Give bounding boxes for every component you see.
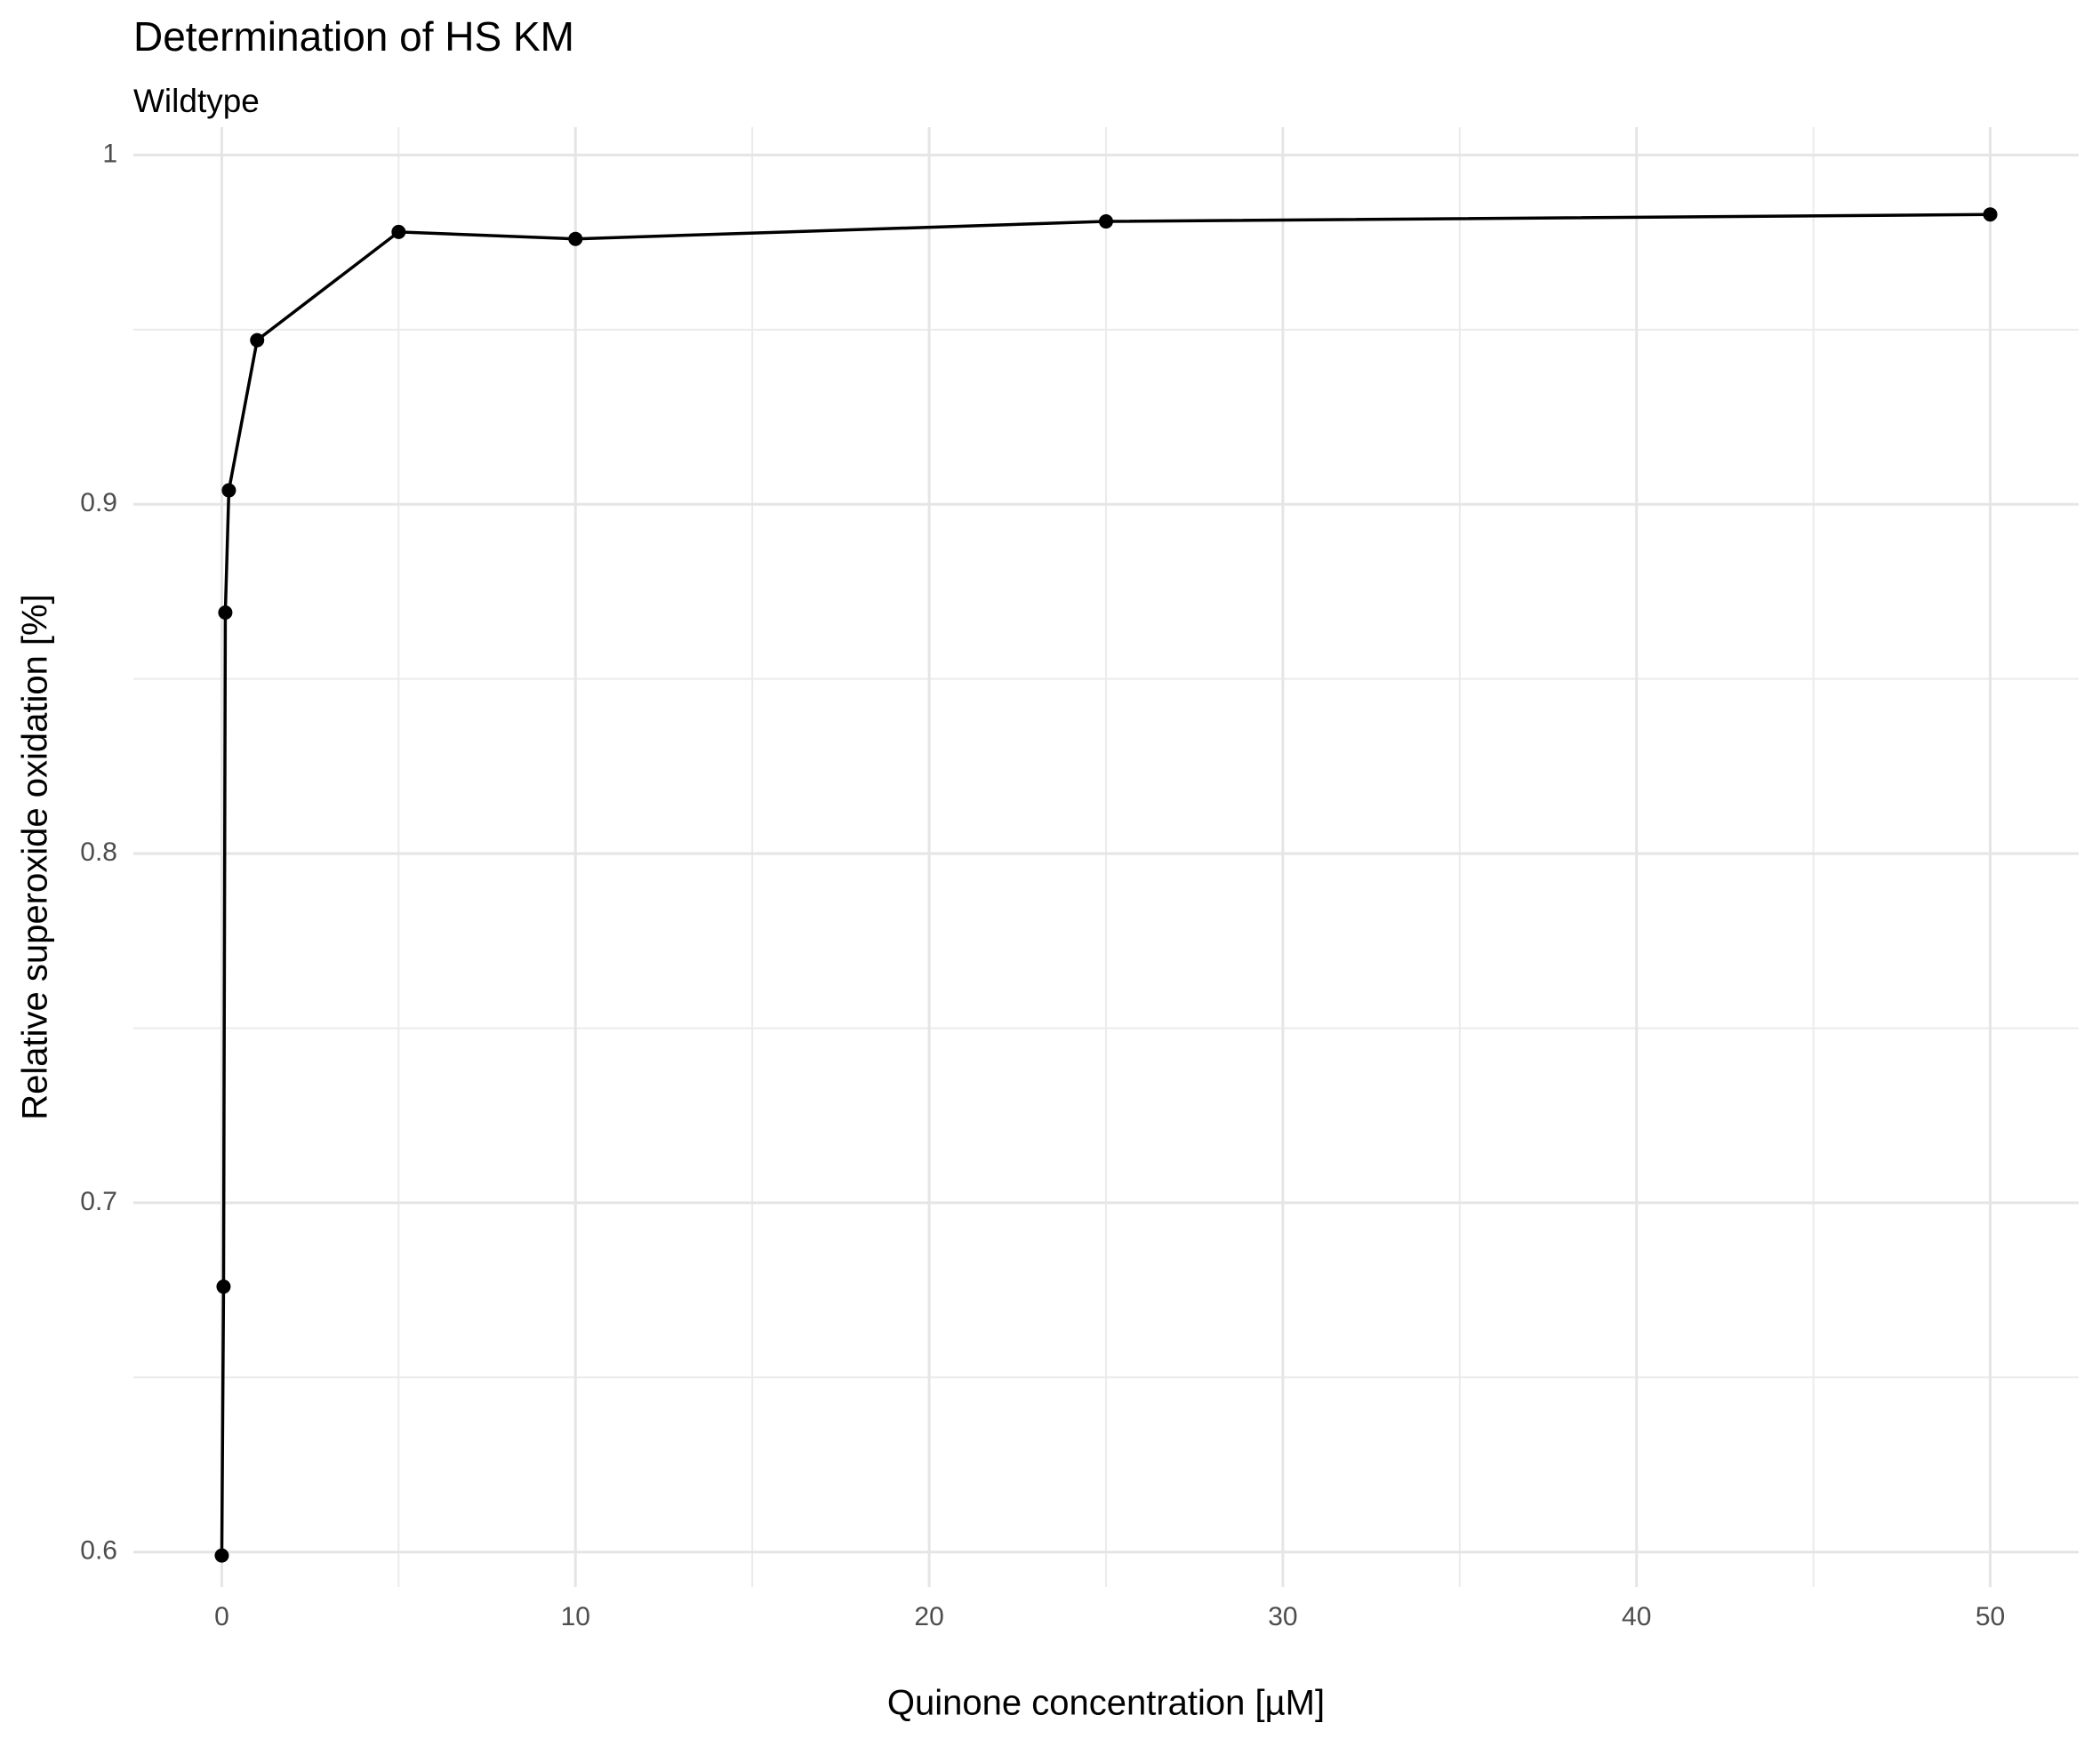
- x-tick-label: 30: [1268, 1602, 1297, 1631]
- x-axis-title: Quinone concentration [µM]: [887, 1684, 1325, 1723]
- chart-title: Determination of HS KM: [133, 13, 574, 60]
- point: [1099, 214, 1113, 229]
- x-tick-label: 0: [214, 1602, 229, 1631]
- point: [214, 1548, 229, 1563]
- y-tick-label: 1: [102, 139, 117, 168]
- y-tick-label: 0.8: [80, 837, 117, 867]
- x-tick-label: 50: [1976, 1602, 2005, 1631]
- x-tick-label: 10: [561, 1602, 590, 1631]
- point: [391, 224, 406, 239]
- x-tick-label: 40: [1622, 1602, 1651, 1631]
- point: [218, 605, 233, 621]
- point: [568, 231, 583, 246]
- x-tick-label: 20: [914, 1602, 943, 1631]
- point: [216, 1279, 231, 1294]
- y-tick-label: 0.9: [80, 488, 117, 517]
- point: [1983, 207, 1998, 222]
- point: [221, 483, 236, 498]
- y-axis-title: Relative superoxide oxidation [%]: [16, 594, 55, 1119]
- point: [250, 333, 265, 348]
- y-tick-label: 0.7: [80, 1187, 117, 1216]
- chart-subtitle: Wildtype: [133, 83, 260, 119]
- y-tick-label: 0.6: [80, 1536, 117, 1566]
